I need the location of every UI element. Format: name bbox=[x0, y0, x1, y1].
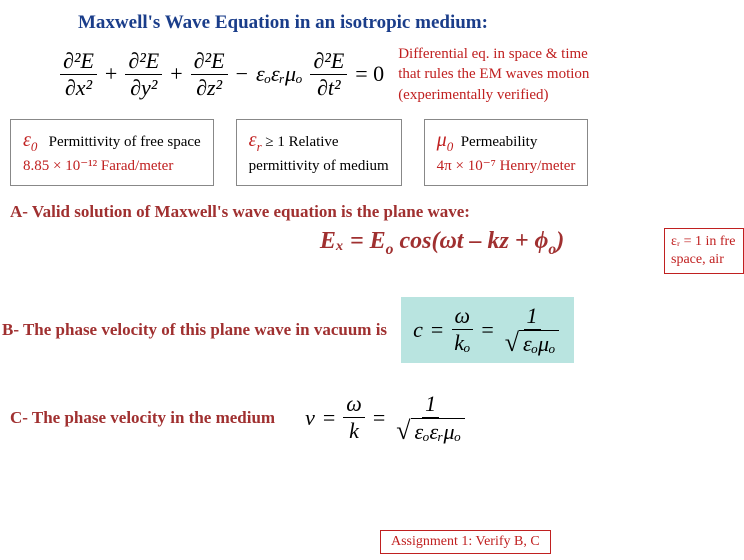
one-over-sqrt-medium: 1 √εₒεᵣμₒ bbox=[393, 391, 468, 445]
page-title: Maxwell's Wave Equation in an isotropic … bbox=[0, 0, 744, 34]
eq-note-line1: Differential eq. in space & time bbox=[398, 44, 589, 64]
term-d2e-dy2: ∂²E ∂y² bbox=[125, 48, 162, 101]
velocity-v-equation: v = ω k = 1 √εₒεᵣμₒ bbox=[305, 391, 468, 445]
eps0-symbol: ε0 bbox=[23, 129, 37, 151]
term-d2e-dz2: ∂²E ∂z² bbox=[191, 48, 228, 101]
maxwell-equation-row: ∂²E ∂x² + ∂²E ∂y² + ∂²E ∂z² − εₒεᵣμₒ ∂²E… bbox=[0, 34, 744, 105]
eq-sign-3: = bbox=[323, 405, 335, 431]
mu-zero-box: μ0 Permeability 4π × 10⁻⁷ Henry/meter bbox=[424, 119, 589, 186]
epsilon-zero-box: ε0 Permittivity of free space 8.85 × 10⁻… bbox=[10, 119, 214, 186]
omega-over-k0: ω kₒ bbox=[451, 303, 473, 356]
epsilon-r-box: εr ≥ 1 Relative permittivity of medium bbox=[236, 119, 402, 186]
velocity-c-equation: c = ω kₒ = 1 √εₒμₒ bbox=[401, 297, 574, 363]
eq-note-line3: (experimentally verified) bbox=[398, 85, 589, 105]
one-over-sqrt-eps0mu0: 1 √εₒμₒ bbox=[502, 303, 563, 357]
section-c-heading: C- The phase velocity in the medium bbox=[10, 408, 275, 428]
eq-note-line2: that rules the EM waves motion bbox=[398, 64, 589, 84]
section-b-row: B- The phase velocity of this plane wave… bbox=[0, 259, 744, 363]
mu0-value: 4π × 10⁻⁷ Henry/meter bbox=[437, 158, 576, 174]
mu0-label: Permeability bbox=[457, 134, 537, 150]
minus-sign: − bbox=[236, 61, 248, 87]
c-symbol: c bbox=[413, 317, 423, 343]
free-space-note-box: εᵣ = 1 in fre space, air bbox=[664, 228, 744, 274]
section-b-heading: B- The phase velocity of this plane wave… bbox=[2, 320, 387, 340]
eps0-label: Permittivity of free space bbox=[41, 134, 201, 150]
maxwell-equation: ∂²E ∂x² + ∂²E ∂y² + ∂²E ∂z² − εₒεᵣμₒ ∂²E… bbox=[60, 48, 384, 101]
v-symbol: v bbox=[305, 405, 315, 431]
note-box-line2: space, air bbox=[671, 251, 737, 269]
equation-description: Differential eq. in space & time that ru… bbox=[398, 44, 589, 105]
plus-2: + bbox=[170, 61, 182, 87]
plus-1: + bbox=[105, 61, 117, 87]
section-a-heading: A- Valid solution of Maxwell's wave equa… bbox=[0, 186, 744, 222]
eq-sign-2: = bbox=[481, 317, 493, 343]
plane-wave-equation: Eₓ = Eo cos(ωt – kz + ϕo) bbox=[0, 222, 744, 259]
assignment-box: Assignment 1: Verify B, C bbox=[380, 530, 551, 554]
term-d2e-dx2: ∂²E ∂x² bbox=[60, 48, 97, 101]
section-c-row: C- The phase velocity in the medium v = … bbox=[0, 363, 744, 445]
omega-over-k: ω k bbox=[343, 391, 365, 444]
mu0-symbol: μ0 bbox=[437, 129, 454, 151]
epsr-label: permittivity of medium bbox=[249, 158, 389, 174]
epsr-relation: ≥ 1 Relative bbox=[265, 134, 338, 150]
eq-sign-1: = bbox=[431, 317, 443, 343]
term-d2e-dt2: ∂²E ∂t² bbox=[310, 48, 347, 101]
epsr-symbol: εr bbox=[249, 129, 262, 151]
medium-coefficient: εₒεᵣμₒ bbox=[256, 61, 302, 87]
eps0-value: 8.85 × 10⁻¹² Farad/meter bbox=[23, 158, 173, 174]
constants-row: ε0 Permittivity of free space 8.85 × 10⁻… bbox=[0, 105, 744, 186]
equals-zero: = 0 bbox=[355, 61, 384, 87]
eq-sign-4: = bbox=[373, 405, 385, 431]
note-box-line1: εᵣ = 1 in fre bbox=[671, 233, 737, 251]
